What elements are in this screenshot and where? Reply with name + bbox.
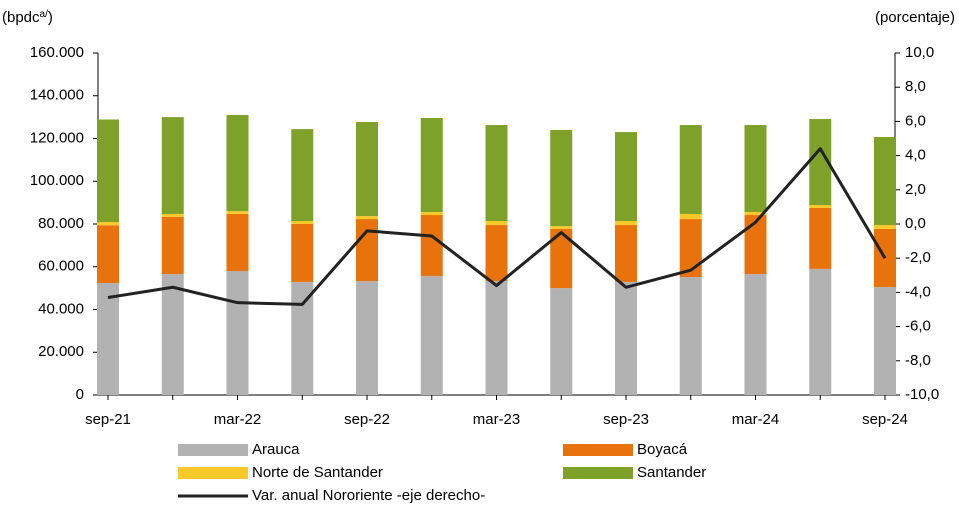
bar [485,281,508,395]
bar [226,211,249,214]
y2-tick-label: 2,0 [905,181,926,198]
y2-tick-label: 6,0 [905,112,926,129]
bar [874,137,896,226]
bar [161,117,184,214]
x-tick-label: mar-22 [214,411,262,428]
bar [809,268,832,395]
legend-label: Santander [637,464,706,481]
y2-tick-label: -10,0 [905,386,939,403]
bar [291,129,314,222]
bar [420,215,443,276]
y-tick-label: 40.000 [38,300,84,317]
bar [226,114,249,212]
legend-swatch [563,444,633,456]
y2-tick-label: -4,0 [905,283,931,300]
bar [485,221,508,226]
bar [550,288,573,395]
bar [679,213,702,220]
bar [420,212,443,216]
bar [485,125,508,222]
x-tick-label: mar-23 [473,411,521,428]
x-tick-label: sep-24 [862,411,908,428]
bar [356,281,378,395]
y-tick-label: 60.000 [38,258,84,275]
bar [97,222,119,226]
bar [679,125,702,214]
y2-tick-label: 0,0 [905,215,926,232]
y2-axis-label: (porcentaje) [875,9,955,26]
bar [744,274,767,395]
y-tick-label: 140.000 [30,87,84,104]
bar [291,224,314,282]
y-tick-label: 120.000 [30,129,84,146]
y-axis-label: (bpdca/) [2,9,53,26]
bar [615,225,637,282]
bar [356,216,378,220]
bar [550,129,573,227]
y2-tick-label: 10,0 [905,44,934,61]
legend-swatch [178,467,248,479]
bar [809,204,832,208]
line [107,147,887,306]
bar [161,274,184,395]
bar [97,225,119,283]
bar [97,119,119,223]
x-tick-label: sep-22 [344,411,390,428]
y2-tick-label: -6,0 [905,318,931,335]
bar [744,125,767,213]
bar [874,225,896,229]
legend-swatch [563,467,633,479]
legend-swatch [178,444,248,456]
bar [161,213,184,217]
legend-label: Norte de Santander [252,464,383,481]
bar [679,219,702,278]
legend-label: Var. anual Nororiente -eje derecho- [252,487,485,504]
x-tick-label: mar-24 [732,411,780,428]
bar [615,281,637,395]
bar [97,282,119,395]
bar [291,221,314,224]
y2-tick-label: -2,0 [905,249,931,266]
bar [615,132,637,222]
bar [226,271,249,395]
y2-tick-label: -8,0 [905,352,931,369]
bar [550,228,573,289]
y2-tick-label: 8,0 [905,78,926,95]
y-tick-label: 160.000 [30,44,84,61]
bar [550,226,573,229]
bar [161,216,184,275]
legend-label: Boyacá [637,441,688,458]
bar [679,277,702,395]
y2-tick-label: 4,0 [905,147,926,164]
y-tick-label: 0 [76,386,84,403]
bar [420,275,443,395]
bar [615,221,637,226]
bar [809,119,832,205]
bar [809,207,832,269]
bar [485,225,508,282]
bar [744,215,767,275]
x-tick-label: sep-23 [603,411,649,428]
y-tick-label: 100.000 [30,172,84,189]
bar [744,212,767,216]
y-tick-label: 20.000 [38,343,84,360]
legend-label: Arauca [252,441,300,458]
bar [356,219,378,282]
bar [874,287,896,395]
y-tick-label: 80.000 [38,215,84,232]
bar [356,122,378,217]
bar [420,117,443,213]
bar [291,281,314,395]
x-tick-label: sep-21 [85,411,131,428]
bar [226,213,249,272]
